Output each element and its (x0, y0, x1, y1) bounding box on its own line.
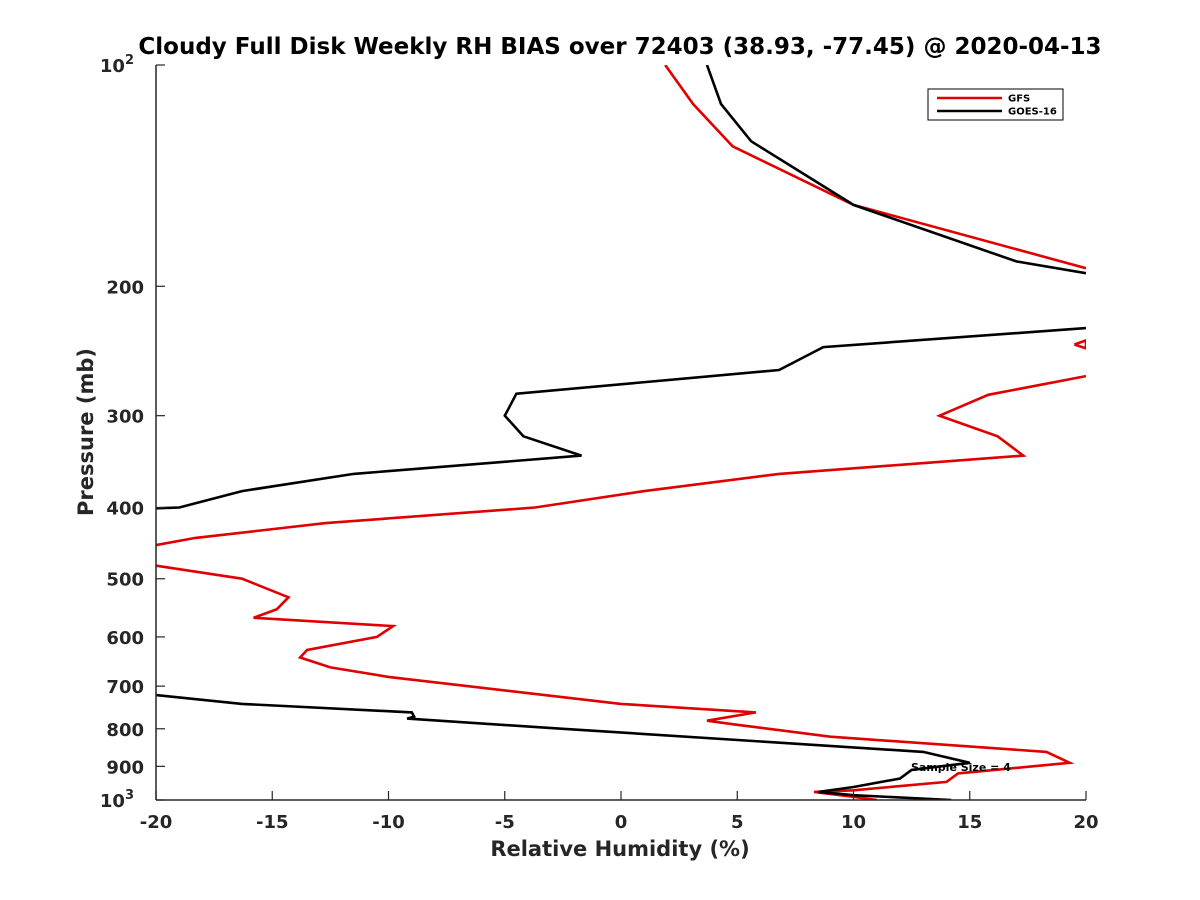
legend-box (927, 88, 1064, 121)
y-tick-label: 102 (100, 53, 134, 77)
legend-label: GOES-16 (1008, 107, 1057, 118)
x-tick-label: -15 (256, 812, 289, 833)
y-tick-label: 600 (106, 628, 144, 649)
y-tick-label: 700 (106, 677, 144, 698)
chart-title: Cloudy Full Disk Weekly RH BIAS over 724… (138, 34, 1101, 60)
y-tick-label: 900 (106, 757, 144, 778)
legend-label: GFS (1008, 94, 1030, 105)
y-tick-label: 800 (106, 720, 144, 741)
series-line-gfs (156, 65, 1086, 800)
y-tick-label: 200 (106, 277, 144, 298)
y-tick-label: 300 (106, 407, 144, 428)
x-tick-label: 5 (731, 812, 744, 833)
series-layer (156, 65, 1086, 800)
x-tick-label: 10 (841, 812, 866, 833)
x-axis-label: Relative Humidity (%) (490, 837, 749, 861)
y-axis-label: Pressure (mb) (74, 348, 98, 516)
x-tick-label: 0 (615, 812, 628, 833)
axes-layer: -20 -15 -10 -5 0 5 10 15 20 102 200 300 400 500 600 700… (100, 53, 1099, 833)
x-tick-label: 20 (1073, 812, 1098, 833)
x-tick-label: 15 (957, 812, 982, 833)
y-tick-label: 500 (106, 570, 144, 591)
x-tick-label: -10 (372, 812, 405, 833)
legend: GFS GOES-16 (927, 88, 1064, 121)
sample-size-annotation: Sample Size = 4 (911, 761, 1011, 774)
series-line-goes-16 (156, 65, 1086, 800)
y-tick-label: 400 (106, 499, 144, 520)
y-tick-label: 103 (100, 788, 134, 812)
x-tick-label: -5 (495, 812, 515, 833)
x-tick-label: -20 (140, 812, 173, 833)
